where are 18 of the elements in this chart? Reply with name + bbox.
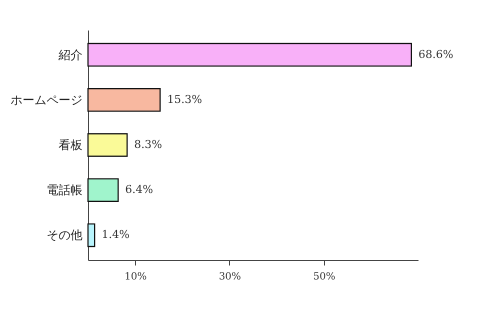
data-label: 6.4%: [125, 183, 154, 196]
data-label: 8.3%: [134, 138, 162, 151]
data-label: 15.3%: [167, 92, 202, 106]
bar: [87, 178, 119, 202]
data-label: 1.4%: [102, 228, 130, 242]
y-tick-label: 紹介: [58, 48, 82, 62]
y-tick-label: 電話帳: [46, 183, 82, 198]
bar: [87, 133, 128, 157]
bar: [87, 42, 412, 67]
bar: [87, 223, 96, 248]
y-tick-label: ホームページ: [10, 92, 82, 107]
y-tick-label: 看板: [58, 138, 82, 152]
x-tick-label: 30%: [218, 272, 242, 282]
x-tick-label: 50%: [313, 272, 336, 282]
bar: [87, 88, 161, 112]
data-label: 68.6%: [418, 48, 454, 61]
y-tick-label: その他: [46, 228, 82, 242]
x-tick-label: 10%: [124, 272, 147, 282]
